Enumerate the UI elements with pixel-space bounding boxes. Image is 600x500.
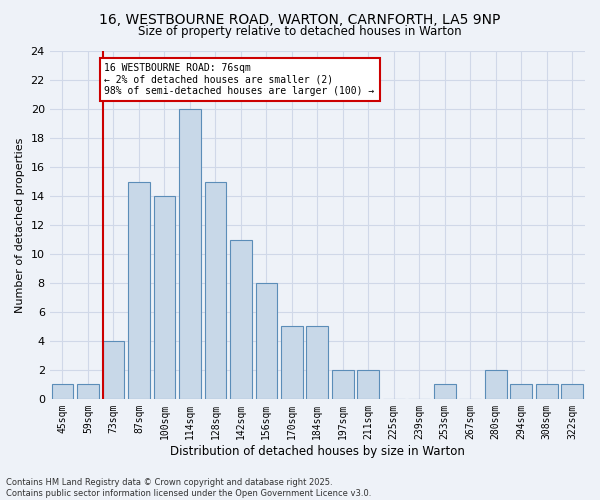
Bar <box>154 196 175 399</box>
X-axis label: Distribution of detached houses by size in Warton: Distribution of detached houses by size … <box>170 444 465 458</box>
Bar <box>485 370 506 399</box>
Bar <box>281 326 302 399</box>
Bar <box>52 384 73 399</box>
Text: Size of property relative to detached houses in Warton: Size of property relative to detached ho… <box>138 25 462 38</box>
Bar <box>230 240 251 399</box>
Bar <box>77 384 99 399</box>
Y-axis label: Number of detached properties: Number of detached properties <box>15 138 25 313</box>
Bar <box>103 341 124 399</box>
Bar <box>205 182 226 399</box>
Text: 16, WESTBOURNE ROAD, WARTON, CARNFORTH, LA5 9NP: 16, WESTBOURNE ROAD, WARTON, CARNFORTH, … <box>100 12 500 26</box>
Bar <box>332 370 353 399</box>
Bar <box>358 370 379 399</box>
Bar <box>434 384 455 399</box>
Text: Contains HM Land Registry data © Crown copyright and database right 2025.
Contai: Contains HM Land Registry data © Crown c… <box>6 478 371 498</box>
Text: 16 WESTBOURNE ROAD: 76sqm
← 2% of detached houses are smaller (2)
98% of semi-de: 16 WESTBOURNE ROAD: 76sqm ← 2% of detach… <box>104 63 375 96</box>
Bar <box>536 384 557 399</box>
Bar <box>179 110 201 399</box>
Bar <box>256 283 277 399</box>
Bar <box>128 182 150 399</box>
Bar <box>511 384 532 399</box>
Bar <box>307 326 328 399</box>
Bar <box>562 384 583 399</box>
